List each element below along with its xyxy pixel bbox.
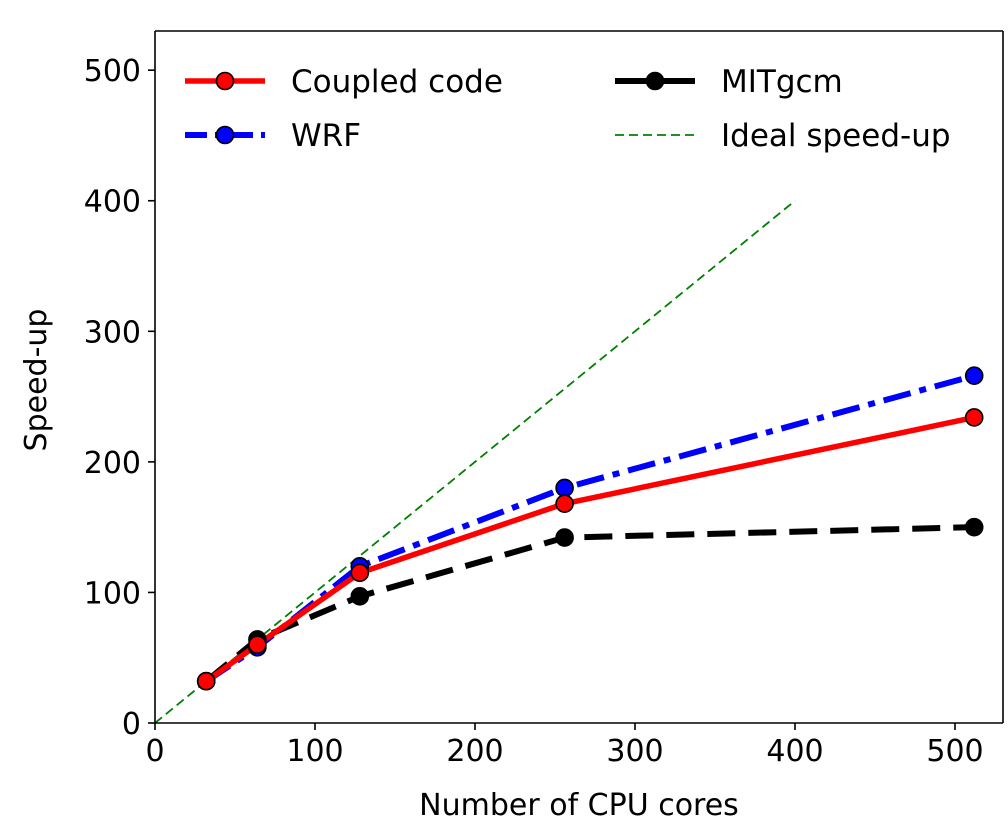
y-axis-label: Speed-up: [19, 309, 54, 452]
axes: [154, 30, 1004, 724]
data-point-coupled-code: [248, 635, 267, 654]
legend-marker-coupled-code: [215, 71, 235, 91]
y-tick-label: 100: [84, 576, 141, 611]
data-point-coupled-code: [964, 408, 984, 427]
data-point-coupled-code: [196, 671, 216, 691]
x-axis-label: Number of CPU cores: [419, 788, 739, 822]
y-tick-label: 0: [122, 707, 141, 742]
legend-label-ideal-speed-up: Ideal speed-up: [721, 118, 951, 154]
ticks: 0 100 200 300 400 500 0 100 200 300 400 500: [84, 54, 984, 769]
x-tick-label: 400: [766, 734, 823, 769]
y-tick-label: 200: [84, 446, 141, 481]
legend-marker-mitgcm: [645, 71, 665, 91]
y-tick-label: 300: [84, 315, 141, 350]
x-tick-label: 100: [286, 734, 343, 769]
legend-label-wrf: WRF: [291, 118, 361, 154]
y-tick-label: 500: [84, 54, 141, 89]
data-point-wrf: [964, 366, 984, 385]
legend-label-mitgcm: MITgcm: [721, 64, 843, 100]
data-point-mitgcm: [350, 587, 370, 606]
data-point-coupled-code: [555, 494, 574, 513]
legend: Coupled code WRF MITgcm Ideal speed-up: [185, 64, 951, 154]
legend-marker-wrf: [215, 125, 235, 145]
data-point-mitgcm: [555, 528, 574, 547]
data-point-coupled-code: [350, 563, 370, 583]
y-tick-label: 400: [84, 185, 141, 220]
data-point-mitgcm: [964, 517, 984, 537]
x-tick-label: 200: [446, 734, 503, 769]
x-tick-label: 0: [145, 734, 164, 769]
data-point-wrf: [555, 478, 574, 498]
legend-label-coupled-code: Coupled code: [291, 64, 503, 100]
x-tick-label: 300: [606, 734, 663, 769]
x-tick-label: 500: [926, 734, 983, 769]
series-layer: [154, 200, 984, 724]
series-line-ideal-speed-up: [154, 200, 796, 724]
